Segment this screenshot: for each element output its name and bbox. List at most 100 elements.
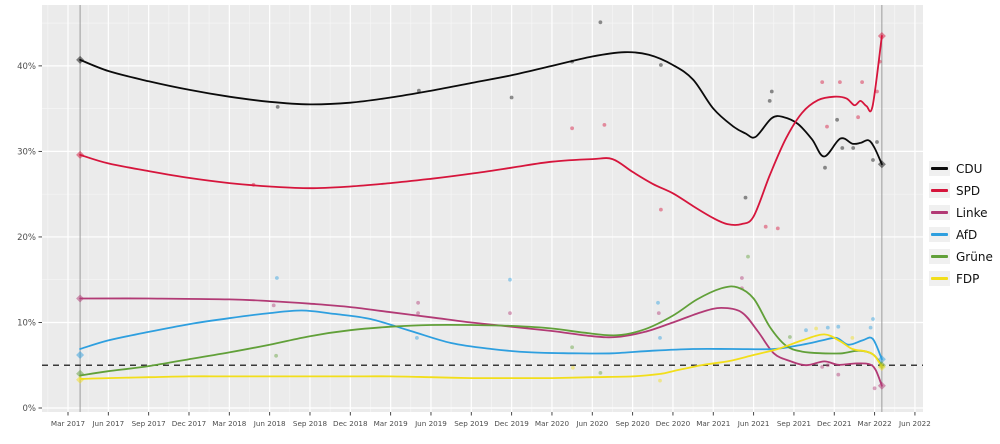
poll-dot-spd	[856, 115, 860, 120]
x-axis-tick-label: Mar 2019	[374, 419, 409, 428]
election-result-diamond-linke	[76, 294, 85, 303]
legend-key	[929, 183, 950, 198]
trend-line-fdp	[79, 333, 883, 380]
poll-dot-spd	[602, 123, 607, 127]
poll-dot-cdu	[875, 140, 879, 144]
poll-dot-afd	[415, 336, 419, 340]
poll-dot-spd	[875, 89, 879, 94]
x-axis-tick-label: Dec 2018	[333, 419, 368, 428]
trend-line-grüne	[79, 285, 883, 377]
poll-dot-cdu	[509, 95, 514, 100]
legend-key	[929, 249, 950, 264]
poll-dot-spd	[763, 224, 768, 229]
legend-key	[929, 161, 950, 176]
legend-line-swatch	[931, 211, 948, 214]
poll-dot-cdu	[835, 117, 839, 122]
poll-dot-spd	[775, 226, 780, 231]
legend-item-cdu: CDU	[929, 160, 993, 177]
election-result-diamond-fdp	[76, 375, 85, 384]
poll-dot-spd	[838, 80, 842, 84]
legend-line-swatch	[931, 189, 948, 192]
poll-dot-spd	[860, 80, 864, 84]
poll-dot-linke	[656, 311, 661, 315]
y-axis-tick-label: 40%	[17, 62, 36, 72]
x-axis-tick-label: Dec 2019	[494, 419, 529, 428]
legend-label: FDP	[956, 271, 980, 286]
poll-dot-cdu	[598, 20, 603, 25]
legend-key	[929, 205, 950, 220]
election-result-diamond-fdp	[877, 362, 886, 371]
election-result-diamond-spd	[877, 31, 886, 40]
poll-dot-linke	[271, 303, 276, 308]
y-axis-tick-label: 30%	[17, 147, 36, 157]
x-axis-tick-label: Mar 2020	[535, 419, 570, 428]
poll-dot-spd	[570, 126, 574, 131]
poll-dot-grüne	[274, 353, 278, 358]
election-result-diamond-cdu	[877, 160, 886, 169]
election-result-diamond-spd	[76, 150, 85, 159]
trend-line-linke	[79, 297, 883, 387]
poll-dot-afd	[868, 325, 873, 330]
x-axis-tick-label: Dec 2020	[656, 419, 691, 428]
poll-dot-cdu	[767, 99, 772, 103]
x-axis-tick-label: Dec 2017	[172, 419, 207, 428]
poll-dot-cdu	[769, 89, 774, 94]
x-axis-tick-label: Sep 2021	[777, 419, 811, 428]
x-axis-tick-label: Jun 2019	[414, 419, 447, 428]
poll-dot-linke	[416, 300, 420, 305]
y-axis-tick-label: 20%	[17, 233, 36, 243]
poll-dot-cdu	[823, 165, 827, 170]
x-axis-tick-label: Sep 2017	[132, 419, 166, 428]
election-result-diamond-grüne	[76, 369, 85, 378]
poll-dot-afd	[508, 277, 512, 282]
poll-dot-grüne	[598, 371, 603, 375]
poll-dot-grüne	[570, 345, 574, 350]
poll-dot-afd	[825, 325, 830, 330]
x-axis-tick-label: Jun 2018	[253, 419, 286, 428]
poll-dot-afd	[836, 324, 841, 329]
election-result-diamond-linke	[877, 381, 886, 390]
x-axis-tick-label: Jun 2017	[91, 419, 124, 428]
poll-dot-spd	[659, 207, 663, 212]
y-axis-tick-label: 0%	[23, 404, 37, 414]
poll-dot-linke	[508, 311, 512, 315]
trend-line-cdu	[79, 51, 883, 166]
legend-label: AfD	[956, 227, 978, 242]
chart-legend: CDU SPD Linke AfD Grüne FDP	[929, 160, 993, 287]
legend-line-swatch	[931, 255, 948, 258]
x-axis-tick-label: Sep 2019	[454, 419, 489, 428]
poll-dot-afd	[275, 276, 279, 280]
x-axis-tick-label: Mar 2022	[858, 419, 892, 428]
poll-dot-fdp	[658, 378, 662, 383]
poll-dot-linke	[820, 365, 825, 369]
x-axis-tick-label: Jun 2022	[898, 419, 931, 428]
y-axis-tick-label: 10%	[17, 318, 36, 328]
poll-dot-afd	[804, 328, 808, 333]
poll-dot-fdp	[850, 336, 855, 340]
poll-dot-spd	[820, 80, 825, 84]
election-result-diamond-cdu	[76, 55, 85, 64]
poll-dot-linke	[740, 276, 744, 280]
poll-dot-cdu	[851, 146, 856, 150]
poll-dot-afd	[656, 300, 660, 305]
legend-label: Linke	[956, 205, 988, 220]
x-axis-tick-label: Mar 2017	[51, 419, 85, 428]
poll-dot-cdu	[275, 105, 280, 109]
poll-dot-spd	[825, 124, 829, 129]
poll-dot-cdu	[743, 195, 748, 200]
x-axis-tick-label: Jun 2021	[737, 419, 770, 428]
poll-dot-afd	[871, 317, 875, 321]
x-axis-tick-label: Sep 2020	[616, 419, 651, 428]
legend-line-swatch	[931, 277, 948, 280]
poll-dot-cdu	[840, 146, 845, 150]
legend-line-swatch	[931, 233, 948, 236]
legend-label: SPD	[956, 183, 981, 198]
poll-dot-afd	[658, 336, 662, 340]
poll-dot-cdu	[871, 158, 875, 162]
x-axis-tick-label: Jun 2020	[575, 419, 608, 428]
poll-dot-linke	[872, 386, 877, 391]
poll-dot-linke	[836, 372, 841, 377]
x-axis-tick-label: Mar 2021	[696, 419, 730, 428]
